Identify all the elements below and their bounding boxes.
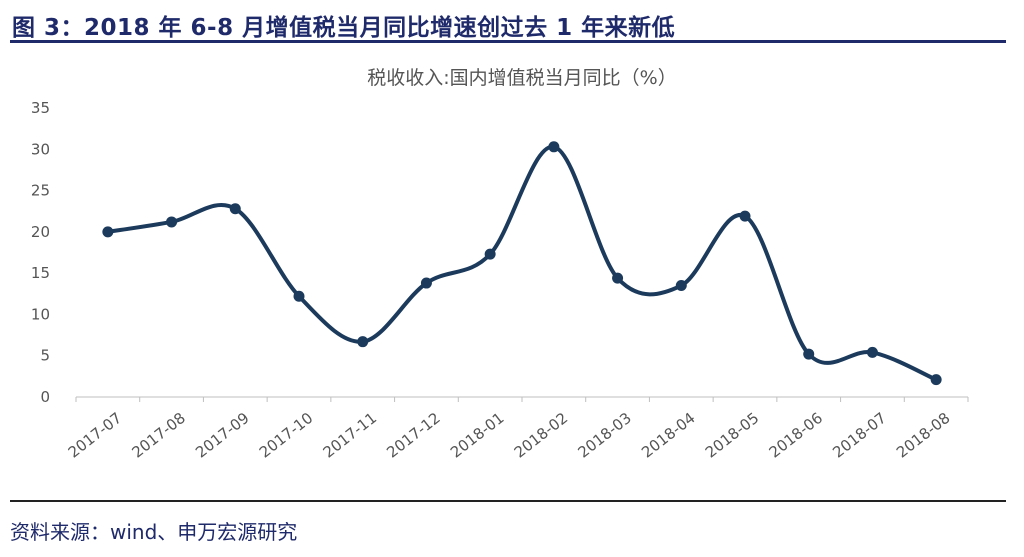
- series-line: [107, 144, 937, 382]
- x-tick-label: 2018-06: [766, 409, 826, 462]
- figure-title: 图 3：2018 年 6-8 月增值税当月同比增速创过去 1 年来新低: [12, 15, 676, 41]
- x-tick-label: 2017-08: [128, 409, 188, 462]
- data-point: [803, 348, 815, 360]
- data-point: [102, 226, 114, 238]
- data-point: [357, 336, 369, 348]
- x-tick-label: 2017-12: [383, 409, 443, 462]
- y-tick-label: 10: [31, 305, 50, 323]
- x-tick-label: 2017-11: [320, 409, 380, 462]
- y-tick-label: 20: [31, 223, 50, 241]
- x-axis-ticks: 2017-07 2017-08 2017-09 2017-10 2017-11 2017-…: [65, 397, 969, 462]
- data-point: [612, 272, 624, 284]
- title-rule: [10, 40, 1006, 43]
- x-tick-label: 2017-07: [65, 409, 125, 462]
- y-tick-label: 35: [31, 99, 50, 117]
- data-point: [866, 346, 878, 358]
- y-tick-label: 25: [31, 182, 50, 200]
- data-points: [102, 141, 942, 386]
- y-tick-label: 0: [40, 388, 50, 406]
- x-tick-label: 2017-09: [192, 409, 252, 462]
- data-point: [675, 280, 687, 292]
- y-axis-ticks: 0 5 10 15 20 25 30 35: [31, 99, 50, 406]
- source-note: 资料来源：wind、申万宏源研究: [10, 520, 298, 544]
- x-tick-label: 2018-05: [702, 409, 762, 462]
- data-point: [739, 210, 751, 222]
- x-tick-label: 2018-03: [574, 409, 634, 462]
- data-point: [930, 374, 942, 386]
- data-point: [420, 277, 432, 289]
- x-tick-label: 2018-07: [829, 409, 889, 462]
- data-point: [484, 248, 496, 260]
- line-chart: 税收收入:国内增值税当月同比（%） 0 5 10 15 20 25 30 35 2017-07…: [31, 67, 969, 462]
- y-tick-label: 5: [40, 347, 50, 365]
- data-point: [293, 290, 305, 302]
- x-tick-label: 2017-10: [256, 409, 316, 462]
- y-tick-label: 15: [31, 264, 50, 282]
- source-rule: [10, 500, 1006, 502]
- data-point: [166, 216, 178, 228]
- data-point: [548, 141, 560, 153]
- data-point: [229, 203, 241, 215]
- x-tick-label: 2018-08: [893, 409, 953, 462]
- x-tick-label: 2018-04: [638, 409, 698, 462]
- y-tick-label: 30: [31, 140, 50, 158]
- x-tick-label: 2018-01: [447, 409, 507, 462]
- x-tick-label: 2018-02: [511, 409, 571, 462]
- chart-title: 税收收入:国内增值税当月同比（%）: [367, 67, 676, 89]
